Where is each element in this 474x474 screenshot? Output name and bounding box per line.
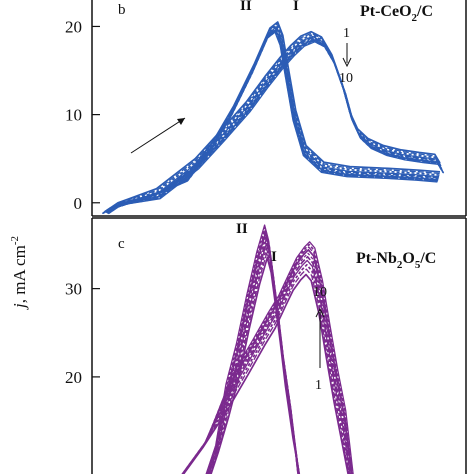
- panel-b-cycle-3-forward: [105, 34, 442, 213]
- panel-c-peak-II-label: II: [236, 221, 248, 237]
- panel-b-cycle-arrow-head: [342, 57, 352, 68]
- panel-c-cycle-5-forward: [181, 255, 352, 474]
- panel-c-peak-I-label: I: [271, 249, 277, 265]
- panel-b-letter: b: [118, 2, 126, 18]
- panel-c-cycle-4-forward: [181, 259, 351, 474]
- panel-b-y-ticks: 0 10 20: [65, 17, 100, 213]
- panel-b-cycle-8-reverse: [102, 30, 438, 214]
- panel-b-cycle-10-forward: [108, 41, 445, 215]
- panel-b-scan-direction-arrow: [130, 117, 186, 154]
- panel-c-cycle-10-forward: [181, 241, 354, 474]
- panel-b-cycle-4-forward: [105, 35, 442, 214]
- panel-c-cycle-3-forward: [181, 263, 351, 474]
- panel-c-ytick-label-0: 20: [65, 368, 82, 387]
- panel-b-peak-I-label: I: [293, 0, 299, 14]
- panel-b-cycle-7-reverse: [102, 29, 439, 214]
- panel-c-cycle-2-reverse: [209, 251, 300, 474]
- panel-b-cycle-9-reverse: [102, 30, 438, 215]
- panel-c-cycle-arrow-head: [315, 307, 325, 318]
- panel-c-letter: c: [118, 236, 125, 252]
- panel-b-cycle-start-label: 1: [343, 26, 350, 41]
- panel-b-cycle-10-reverse: [101, 31, 438, 215]
- panel-c-ytick-label-1: 30: [65, 280, 82, 299]
- panel-b-peak-II-label: II: [240, 0, 252, 14]
- panel-b-sample-label: Pt-CeO2/C: [360, 3, 433, 24]
- panel-c-sample-part-1: Pt-Nb: [356, 250, 397, 267]
- panel-b-ytick-label-1: 10: [65, 106, 82, 125]
- panel-b-cycle-end-label: 10: [339, 71, 353, 86]
- panel-b-sample-part-1: Pt-CeO: [360, 3, 412, 20]
- panel-c-cycle-8-forward: [181, 246, 353, 474]
- y-axis-label-exponent: -2: [9, 236, 21, 245]
- y-axis-label-units: , mA cm: [10, 245, 29, 303]
- panel-b-curves: [101, 21, 445, 215]
- panel-b-cycle-1-forward: [104, 30, 441, 213]
- panel-c-cycle-7-forward: [181, 248, 353, 474]
- panel-c-curves: [181, 224, 354, 474]
- panel-c-sample-label: Pt-Nb2O5/C: [356, 250, 436, 271]
- panel-b-cycle-1-reverse: [104, 21, 441, 213]
- panel-b-cycle-2-reverse: [104, 22, 440, 213]
- panel-c-cycle-1-forward: [182, 273, 349, 474]
- panel-b-cycle-5-reverse: [103, 27, 439, 214]
- panel-c-sample-part-3: O: [402, 250, 414, 267]
- panel-c-cycle-end-label: 10: [313, 285, 327, 300]
- panel-c-cycle-10-reverse: [205, 224, 299, 474]
- panel-b-ytick-label-2: 20: [65, 17, 82, 36]
- panel-b-cycle-2-forward: [105, 32, 441, 213]
- y-axis-label: j, mA cm-2: [9, 236, 29, 310]
- panel-b-cycle-4-reverse: [103, 26, 440, 214]
- panel-c-cycle-start-label: 1: [315, 378, 322, 393]
- panel-b-cycle-3-reverse: [103, 24, 440, 213]
- panel-c-cycle-9-forward: [181, 243, 354, 474]
- panel-c-cycle-2-forward: [182, 268, 350, 474]
- panel-c-sample-part-2: 2: [397, 259, 403, 271]
- panel-b-cycle-7-forward: [106, 38, 444, 214]
- panel-c-sample-part-5: /C: [419, 250, 436, 267]
- panel-c-cycle-6-forward: [181, 252, 352, 474]
- panel-b-ytick-label-0: 0: [74, 194, 83, 213]
- panel-b-scan-direction-arrow-head: [177, 118, 185, 125]
- y-axis-label-symbol: j: [10, 303, 29, 310]
- panel-b-cycle-6-reverse: [103, 28, 439, 214]
- panel-b-sample-part-3: /C: [416, 3, 433, 20]
- panel-c-sample-part-4: 5: [415, 259, 421, 271]
- panel-b: 0 10 20 b Pt-CeO2/C II I 1 10: [65, 0, 467, 217]
- panel-b-sample-part-2: 2: [412, 12, 418, 24]
